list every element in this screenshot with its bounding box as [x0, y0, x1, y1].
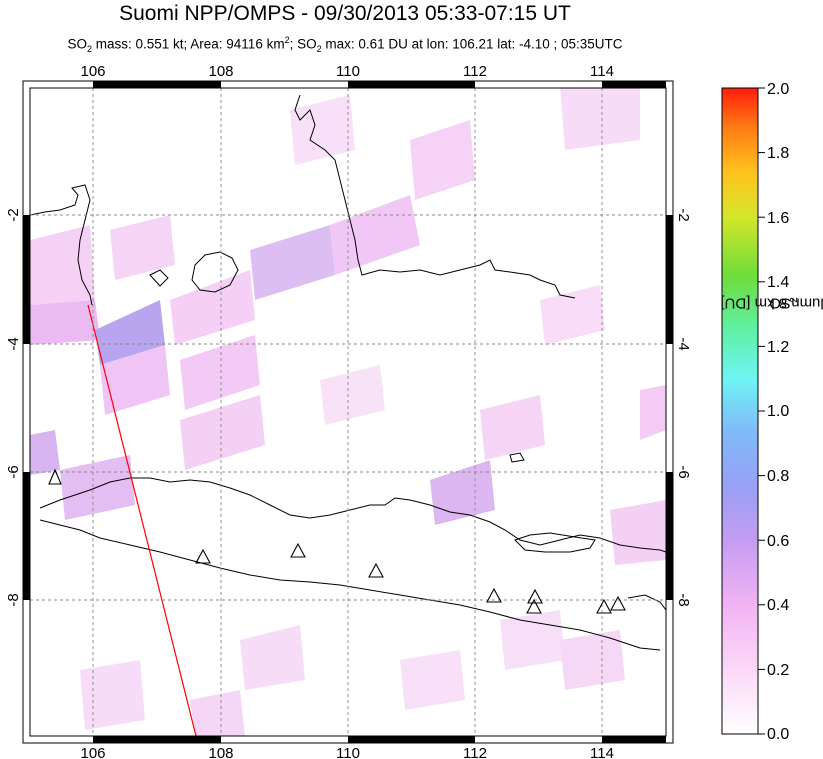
map-title: Suomi NPP/OMPS - 09/30/2013 05:33-07:15 …	[119, 2, 571, 25]
lat-label: -2	[5, 208, 22, 221]
lon-label: 106	[80, 63, 105, 80]
triangle-icon	[596, 598, 612, 614]
lat-label: -6	[675, 465, 692, 478]
lat-labels-right: -2 -4 -6 -8	[675, 208, 692, 606]
frame-ticks	[23, 81, 673, 743]
triangle-icon	[195, 548, 211, 564]
lon-labels-bottom: 106 108 110 112 114	[80, 745, 613, 759]
lon-label: 108	[208, 745, 233, 759]
lon-label: 108	[208, 63, 233, 80]
lon-label: 114	[590, 63, 614, 80]
subtitle-mass: mass: 0.551 kt; Area: 94116 km	[91, 36, 285, 52]
colorbar-tick-label: 1.0	[767, 403, 789, 420]
colorbar	[721, 87, 759, 735]
volcano-markers	[48, 468, 626, 614]
colorbar-tick-label: 0.4	[767, 597, 789, 614]
lat-label: -6	[5, 465, 22, 478]
subtitle-area-sup: 2	[284, 35, 290, 45]
subtitle-sep: ;	[289, 36, 298, 52]
lon-label: 110	[336, 63, 360, 80]
subtitle-so2-a-sub: 2	[86, 44, 92, 55]
map-subtitle: SO2 mass: 0.551 kt; Area: 94116 km2; SO2…	[0, 35, 690, 54]
triangle-icon	[486, 587, 502, 603]
lat-label: -8	[5, 593, 22, 606]
triangle-icon	[368, 562, 384, 578]
lat-label: -4	[675, 337, 692, 350]
lon-label: 114	[590, 745, 614, 759]
lat-label: -4	[5, 337, 22, 350]
triangle-icon	[610, 595, 626, 611]
lon-label: 110	[336, 745, 360, 759]
lat-label: -8	[675, 593, 692, 606]
colorbar-tick-label: 0.8	[767, 468, 789, 485]
triangle-icon	[48, 468, 62, 485]
colorbar-tick-label: 1.2	[767, 339, 789, 356]
colorbar-tick-label: 0.2	[767, 662, 789, 679]
colorbar-ticks	[758, 87, 765, 735]
colorbar-tick-labels: 2.0 1.8 1.6 1.4 1.2 1.0 0.8 0.6 0.4 0.2 …	[767, 81, 789, 743]
subtitle-so2-a: SO	[67, 36, 87, 52]
graticule	[30, 88, 666, 736]
triangle-icon	[526, 598, 542, 614]
lat-labels-left: -2 -4 -6 -8	[5, 208, 22, 606]
subtitle-rest: max: 0.61 DU at lon: 106.21 lat: -4.10 ;…	[321, 36, 623, 52]
colorbar-title-rest: column 8 km [DU]	[720, 294, 823, 312]
triangle-icon	[290, 542, 306, 558]
outer-frame	[22, 80, 674, 744]
lon-labels-top: 106 108 110 112 114	[80, 63, 613, 80]
colorbar-tick-label: 1.4	[767, 274, 789, 291]
small-island-b	[509, 452, 525, 463]
java-south-coast	[39, 519, 661, 651]
colorbar-tick-label: 1.6	[767, 210, 789, 227]
colorbar-tick-label: 1.8	[767, 145, 789, 162]
small-island-a	[149, 269, 169, 287]
lon-label: 112	[463, 63, 487, 80]
borneo-coast	[294, 94, 576, 299]
colorbar-tick-label: 2.0	[767, 81, 789, 98]
lon-label: 106	[80, 745, 105, 759]
lon-label: 112	[463, 745, 487, 759]
bali-coast	[627, 594, 666, 611]
lat-label: -2	[675, 208, 692, 221]
colorbar-tick-label: 0.6	[767, 533, 789, 550]
sumatra-coast	[30, 184, 93, 306]
so2-pixels	[30, 88, 666, 736]
swath-edge-line	[87, 304, 197, 737]
coastlines	[30, 94, 666, 651]
madura-island	[514, 532, 596, 553]
colorbar-tick-label: 0.0	[767, 726, 789, 743]
belitung-island	[191, 251, 239, 293]
subtitle-so2-b-sub: 2	[316, 44, 322, 55]
java-north-coast	[39, 477, 666, 553]
subtitle-so2-b: SO	[297, 36, 317, 52]
